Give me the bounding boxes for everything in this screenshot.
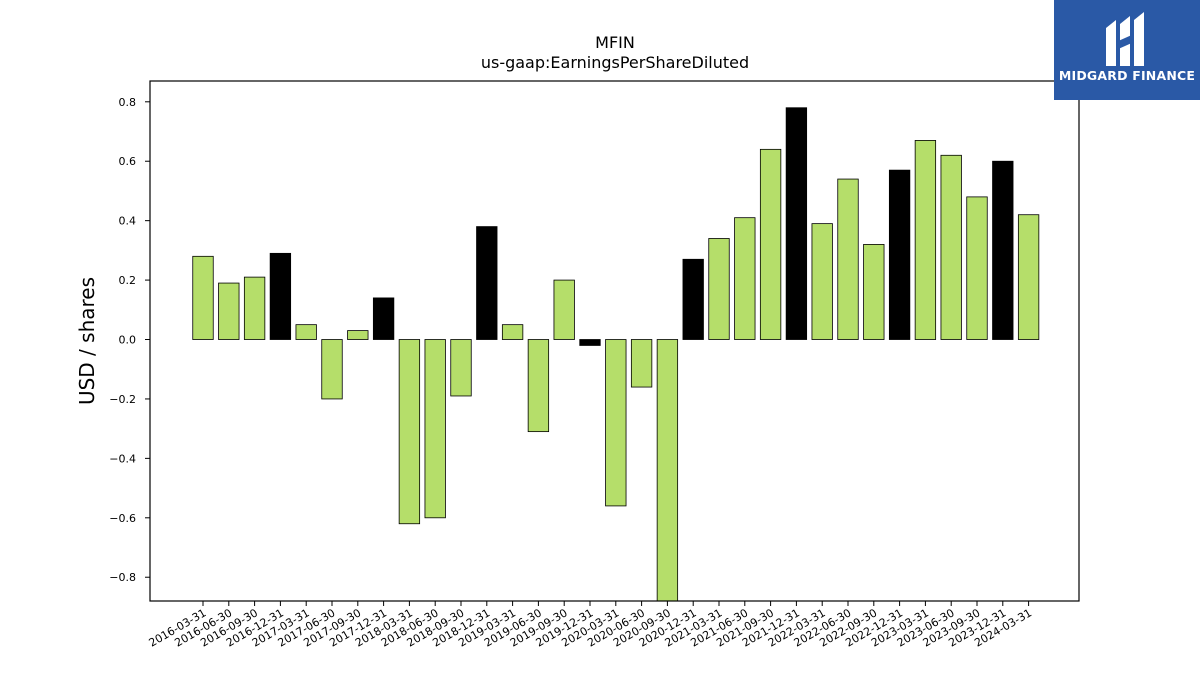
y-tick-label: 0.6 [119, 155, 137, 168]
bar-2019-12-31 [579, 339, 601, 346]
chart-title: MFIN [595, 33, 635, 52]
bar-2016-06-30 [218, 282, 240, 340]
bar-2022-03-31 [811, 223, 833, 340]
bar-2016-03-31 [192, 255, 214, 340]
y-tick-label: −0.6 [109, 512, 136, 525]
y-tick-label: 0.2 [119, 274, 137, 287]
bar-2017-06-30 [321, 339, 343, 400]
bar-2017-12-31 [372, 297, 395, 340]
bar-2020-09-30 [656, 339, 679, 602]
bar-2020-03-31 [605, 339, 627, 507]
chart-subtitle: us-gaap:EarningsPerShareDiluted [481, 53, 749, 72]
bar-2022-12-31 [888, 169, 911, 340]
midgard-finance-logo: MIDGARD FINANCE [1054, 0, 1200, 100]
bar-2018-09-30 [450, 339, 472, 397]
bar-2021-12-31 [785, 107, 808, 340]
logo-text: MIDGARD FINANCE [1058, 68, 1196, 83]
midgard-logo-icon [1106, 12, 1144, 66]
y-tick-label: 0.8 [119, 96, 137, 109]
y-tick-label: 0.0 [119, 334, 137, 347]
bar-2022-06-30 [837, 178, 859, 340]
bar-2021-09-30 [759, 148, 782, 340]
bar-2023-09-30 [966, 196, 988, 340]
bar-2023-06-30 [940, 154, 962, 340]
bar-2016-09-30 [243, 276, 266, 340]
bar-2017-09-30 [347, 330, 369, 340]
bar-2019-09-30 [553, 279, 575, 340]
plot-frame [149, 80, 1080, 602]
bar-2021-06-30 [734, 217, 756, 340]
bar-2017-03-31 [295, 324, 317, 340]
y-tick-label: −0.8 [109, 571, 136, 584]
bar-2020-12-31 [682, 258, 704, 340]
bar-2019-03-31 [501, 324, 524, 340]
bar-2018-03-31 [398, 339, 421, 525]
y-axis-label: USD / shares [75, 277, 99, 405]
bar-2016-12-31 [269, 252, 292, 340]
bar-2020-06-30 [630, 339, 653, 388]
y-tick-label: −0.2 [109, 393, 136, 406]
y-tick-label: −0.4 [109, 452, 136, 465]
bar-2023-12-31 [992, 160, 1014, 340]
bar-2021-03-31 [708, 238, 730, 340]
bar-2019-06-30 [527, 339, 550, 433]
y-tick-label: 0.4 [119, 215, 137, 228]
bar-2018-06-30 [424, 339, 446, 519]
bar-2022-09-30 [863, 244, 885, 340]
bar-2024-03-31 [1017, 214, 1040, 340]
bar-2023-03-31 [914, 140, 937, 340]
bar-2018-12-31 [476, 226, 498, 340]
